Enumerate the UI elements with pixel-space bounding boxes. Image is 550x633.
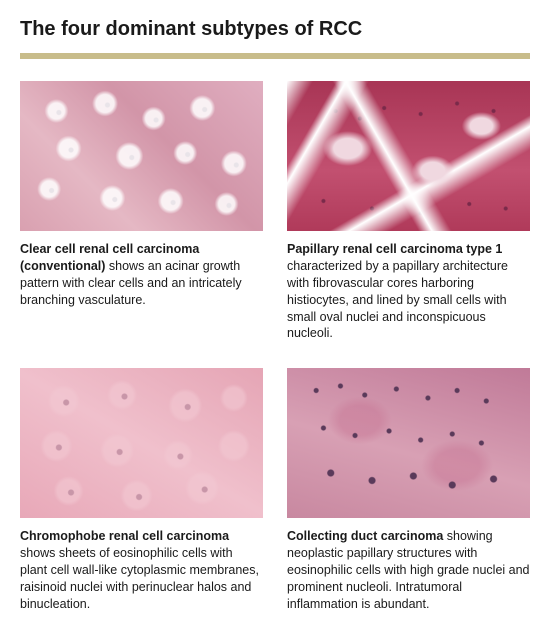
figure-title: The four dominant subtypes of RCC	[20, 18, 530, 41]
caption-papillary: Papillary renal cell carcinoma type 1 ch…	[287, 241, 530, 342]
panel-grid: Clear cell renal cell carcinoma (convent…	[20, 81, 530, 613]
figure-container: The four dominant subtypes of RCC Clear …	[0, 0, 550, 633]
histology-image-chromophobe	[20, 368, 263, 518]
panel-collecting-duct: Collecting duct carcinoma showing neopla…	[287, 368, 530, 612]
panel-papillary: Papillary renal cell carcinoma type 1 ch…	[287, 81, 530, 342]
panel-chromophobe: Chromophobe renal cell carcinoma shows s…	[20, 368, 263, 612]
caption-rest: characterized by a papillary architectur…	[287, 259, 508, 341]
title-divider	[20, 53, 530, 59]
caption-clear-cell: Clear cell renal cell carcinoma (convent…	[20, 241, 263, 309]
caption-bold: Papillary renal cell carcinoma type 1	[287, 242, 502, 256]
caption-bold: Chromophobe renal cell carcinoma	[20, 529, 229, 543]
histology-image-collecting-duct	[287, 368, 530, 518]
caption-bold: Collecting duct carcinoma	[287, 529, 443, 543]
caption-rest: shows sheets of eosinophilic cells with …	[20, 546, 259, 611]
caption-chromophobe: Chromophobe renal cell carcinoma shows s…	[20, 528, 263, 612]
panel-clear-cell: Clear cell renal cell carcinoma (convent…	[20, 81, 263, 342]
histology-image-papillary	[287, 81, 530, 231]
caption-collecting-duct: Collecting duct carcinoma showing neopla…	[287, 528, 530, 612]
histology-image-clear-cell	[20, 81, 263, 231]
